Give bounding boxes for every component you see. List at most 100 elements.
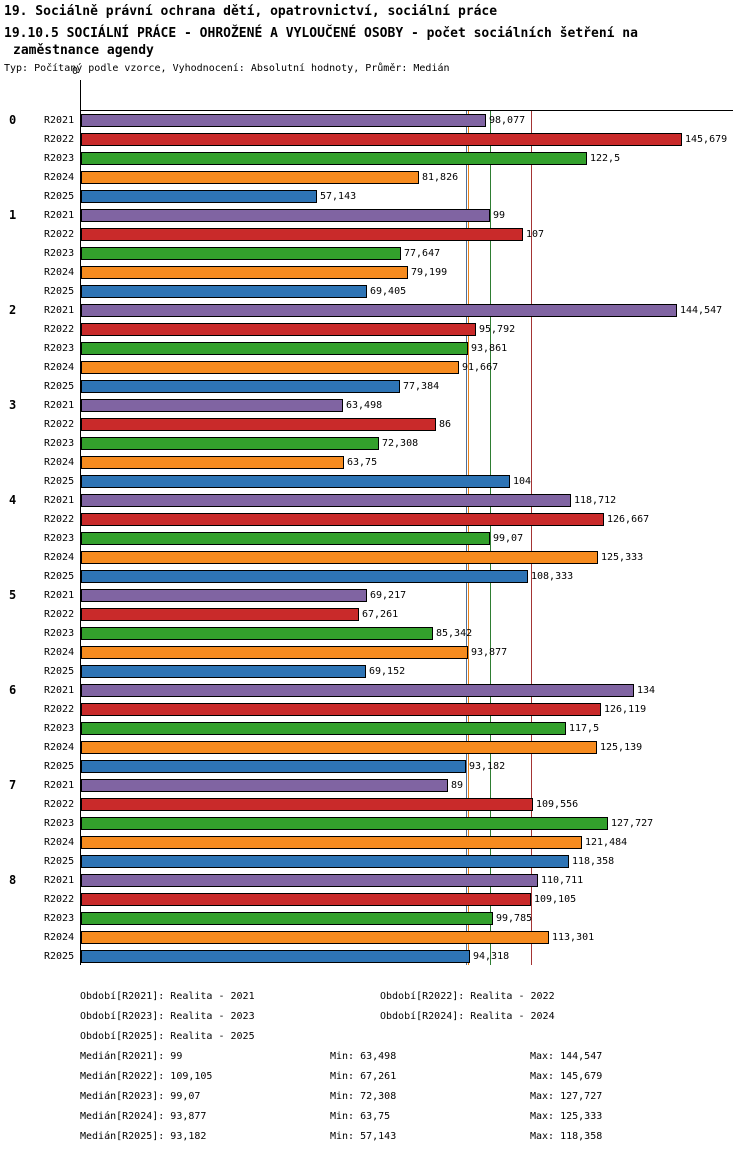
value-label: 86 [439, 419, 452, 430]
group-label-4: 4 [9, 493, 17, 507]
bar-row-r2025-group-5: R2025 69,152 [44, 662, 733, 681]
value-label: 93,861 [471, 343, 508, 354]
stat-min-r2025: Min: 57,143 [330, 1131, 397, 1142]
bar-row-r2022-group-0: R2022 145,679 [44, 130, 733, 149]
value-label: 95,792 [479, 324, 516, 335]
series-label: R2022 [44, 799, 75, 810]
value-label: 99 [493, 210, 506, 221]
series-label: R2024 [44, 552, 75, 563]
series-label: R2021 [44, 495, 75, 506]
bar-r2025-group-6 [81, 760, 466, 773]
series-label: R2025 [44, 191, 75, 202]
bar-row-r2023-group-3: R2023 72,308 [44, 434, 733, 453]
legend-entry-r2024: Období[R2024]: Realita - 2024 [380, 1011, 555, 1022]
series-label: R2024 [44, 837, 75, 848]
value-label: 125,333 [601, 552, 644, 563]
bar-r2023-group-2 [81, 342, 468, 355]
value-label: 108,333 [531, 571, 574, 582]
value-label: 98,077 [489, 115, 526, 126]
series-label: R2023 [44, 913, 75, 924]
bar-r2021-group-1 [81, 209, 490, 222]
bar-r2023-group-1 [81, 247, 401, 260]
series-label: R2022 [44, 609, 75, 620]
series-label: R2022 [44, 134, 75, 145]
value-label: 113,301 [552, 932, 595, 943]
series-label: R2022 [44, 704, 75, 715]
bar-r2021-group-0 [81, 114, 486, 127]
bar-r2021-group-8 [81, 874, 538, 887]
bar-group-5: 5 R2021 69,217 R2022 67,261 R2023 85,342 R2024 9… [9, 586, 733, 681]
value-label: 118,712 [574, 495, 617, 506]
value-label: 107 [526, 229, 545, 240]
series-label: R2025 [44, 571, 75, 582]
stat-median-r2024: Medián[R2024]: 93,877 [80, 1111, 207, 1122]
value-label: 110,711 [541, 875, 584, 886]
bar-group-6: 6 R2021 134 R2022 126,119 R2023 117,5 R2024 125,… [9, 681, 733, 776]
value-label: 134 [637, 685, 656, 696]
stat-max-r2022: Max: 145,679 [530, 1071, 603, 1082]
stat-median-r2025: Medián[R2025]: 93,182 [80, 1131, 207, 1142]
axis-origin-tick [80, 80, 81, 110]
value-label: 126,119 [604, 704, 647, 715]
series-label: R2024 [44, 742, 75, 753]
bar-r2023-group-3 [81, 437, 379, 450]
series-label: R2021 [44, 685, 75, 696]
value-label: 109,105 [534, 894, 577, 905]
series-label: R2021 [44, 400, 75, 411]
value-label: 69,152 [369, 666, 406, 677]
value-label: 126,667 [607, 514, 650, 525]
value-label: 99,785 [496, 913, 533, 924]
series-label: R2023 [44, 153, 75, 164]
bar-row-r2024-group-3: R2024 63,75 [44, 453, 733, 472]
bar-row-r2021-group-6: R2021 134 [44, 681, 733, 700]
bar-row-r2025-group-6: R2025 93,182 [44, 757, 733, 776]
title-line-1: 19. Sociálně právní ochrana dětí, opatro… [4, 4, 498, 19]
bar-row-r2021-group-8: R2021 110,711 [44, 871, 733, 890]
bar-row-r2024-group-5: R2024 93,877 [44, 643, 733, 662]
group-label-7: 7 [9, 778, 17, 792]
series-label: R2022 [44, 229, 75, 240]
series-label: R2021 [44, 875, 75, 886]
bar-r2025-group-2 [81, 380, 400, 393]
bar-row-r2025-group-1: R2025 69,405 [44, 282, 733, 301]
value-label: 69,217 [370, 590, 407, 601]
series-label: R2025 [44, 286, 75, 297]
bar-row-r2023-group-2: R2023 93,861 [44, 339, 733, 358]
bar-r2025-group-7 [81, 855, 569, 868]
value-label: 69,405 [370, 286, 407, 297]
bar-r2024-group-1 [81, 266, 408, 279]
series-label: R2023 [44, 438, 75, 449]
bar-row-r2023-group-0: R2023 122,5 [44, 149, 733, 168]
value-label: 77,384 [403, 381, 440, 392]
bar-r2022-group-2 [81, 323, 476, 336]
bar-row-r2023-group-8: R2023 99,785 [44, 909, 733, 928]
bar-r2024-group-6 [81, 741, 597, 754]
bar-row-r2024-group-4: R2024 125,333 [44, 548, 733, 567]
value-label: 91,667 [462, 362, 499, 373]
bar-row-r2024-group-1: R2024 79,199 [44, 263, 733, 282]
bar-row-r2023-group-6: R2023 117,5 [44, 719, 733, 738]
bar-r2024-group-2 [81, 361, 459, 374]
title-line-3: zaměstnance agendy [13, 43, 154, 58]
bar-group-0: 0 R2021 98,077 R2022 145,679 R2023 122,5 R2024 8… [9, 111, 733, 206]
title-line-2: 19.10.5 SOCIÁLNÍ PRÁCE - OHROŽENÉ A VYLO… [4, 26, 638, 41]
bar-r2023-group-7 [81, 817, 608, 830]
series-label: R2022 [44, 894, 75, 905]
value-label: 89 [451, 780, 464, 791]
bar-r2022-group-6 [81, 703, 601, 716]
bar-r2023-group-6 [81, 722, 566, 735]
bar-r2025-group-8 [81, 950, 470, 963]
bar-r2021-group-6 [81, 684, 634, 697]
bar-row-r2021-group-0: R2021 98,077 [44, 111, 733, 130]
stat-median-r2022: Medián[R2022]: 109,105 [80, 1071, 213, 1082]
value-label: 104 [513, 476, 532, 487]
bar-group-1: 1 R2021 99 R2022 107 R2023 77,647 R2024 79,199 R2… [9, 206, 733, 301]
stat-min-r2021: Min: 63,498 [330, 1051, 397, 1062]
stat-max-r2021: Max: 144,547 [530, 1051, 603, 1062]
bar-r2022-group-1 [81, 228, 523, 241]
series-label: R2024 [44, 172, 75, 183]
series-label: R2024 [44, 932, 75, 943]
series-label: R2025 [44, 476, 75, 487]
bar-row-r2023-group-4: R2023 99,07 [44, 529, 733, 548]
bar-r2022-group-5 [81, 608, 359, 621]
